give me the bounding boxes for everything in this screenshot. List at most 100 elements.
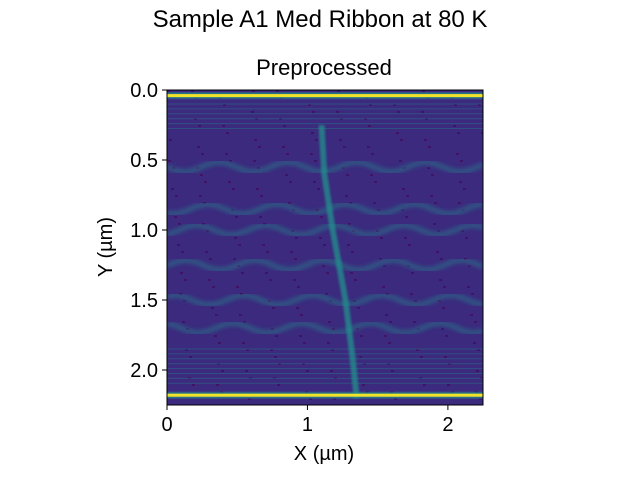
heatmap-speckle <box>279 118 282 120</box>
heatmap-speckle <box>212 286 215 288</box>
heatmap-speckle <box>420 356 423 358</box>
heatmap-speckle <box>232 188 235 190</box>
heatmap-speckle <box>302 363 305 365</box>
heatmap-speckle <box>167 90 170 92</box>
heatmap-speckle <box>273 377 276 379</box>
heatmap-speckle <box>243 321 246 323</box>
heatmap-speckle <box>396 132 399 134</box>
heatmap-speckle <box>177 244 180 246</box>
heatmap-speckle <box>311 132 314 134</box>
heatmap-speckle <box>428 146 431 148</box>
heatmap-speckle <box>286 153 289 155</box>
heatmap-speckle <box>276 90 279 92</box>
heatmap-speckle <box>168 160 171 162</box>
heatmap-speckle <box>467 286 470 288</box>
heatmap-speckle <box>406 195 409 197</box>
heatmap-speckle <box>191 90 194 92</box>
heatmap-speckle <box>258 146 261 148</box>
heatmap-speckle <box>333 398 336 400</box>
heatmap-speckle <box>340 118 343 120</box>
heatmap-speckle <box>461 230 464 232</box>
x-tick-label: 1 <box>302 414 313 436</box>
heatmap-speckle <box>308 104 311 106</box>
heatmap-speckle <box>178 223 181 225</box>
heatmap-speckle <box>313 181 316 183</box>
heatmap-speckle <box>283 125 286 127</box>
heatmap-speckle <box>169 139 172 141</box>
x-axis-label: X (µm) <box>294 443 354 465</box>
heatmap-speckle <box>454 104 457 106</box>
heatmap-speckle <box>220 391 223 393</box>
heatmap-speckle <box>275 335 278 337</box>
heatmap-speckle <box>217 363 220 365</box>
heatmap-speckle <box>226 132 229 134</box>
heatmap-speckle <box>423 384 426 386</box>
heatmap-speckle <box>402 188 405 190</box>
heatmap-speckle <box>334 377 337 379</box>
heatmap-speckle <box>259 216 262 218</box>
heatmap-speckle <box>260 195 263 197</box>
heatmap-speckle <box>468 265 471 267</box>
heatmap-speckle <box>388 342 391 344</box>
heatmap-speckle <box>222 125 225 127</box>
heatmap-speckle <box>433 223 436 225</box>
heatmap-speckle <box>204 181 207 183</box>
heatmap-speckle <box>206 230 209 232</box>
heatmap-speckle <box>257 167 260 169</box>
heatmap-speckle <box>390 391 393 393</box>
heatmap-speckle <box>413 321 416 323</box>
heatmap-speckle <box>269 279 272 281</box>
heatmap-speckle <box>271 328 274 330</box>
heatmap-speckle <box>221 370 224 372</box>
axes-title: Preprocessed <box>256 55 392 80</box>
heatmap-speckle <box>229 160 232 162</box>
heatmap-speckle <box>373 202 376 204</box>
heatmap-speckle <box>391 370 394 372</box>
heatmap-speckle <box>371 153 374 155</box>
heatmap-speckle <box>199 195 202 197</box>
heatmap-speckle <box>410 293 413 295</box>
heatmap-speckle <box>431 174 434 176</box>
heatmap-speckle <box>297 286 300 288</box>
heatmap-speckle <box>228 181 231 183</box>
heatmap-speckle <box>326 272 329 274</box>
heatmap-speckle <box>290 251 293 253</box>
heatmap-speckle <box>383 265 386 267</box>
heatmap-speckle <box>434 202 437 204</box>
heatmap-speckle <box>405 216 408 218</box>
heatmap-speckle <box>399 160 402 162</box>
heatmap-speckle <box>312 111 315 113</box>
heatmap-speckle <box>254 139 257 141</box>
heatmap-speckle <box>246 349 249 351</box>
heatmap-speckle <box>357 307 360 309</box>
heatmap-speckle <box>314 160 317 162</box>
heatmap-speckle <box>256 188 259 190</box>
heatmap-speckle <box>315 139 318 141</box>
heatmap-speckle <box>360 335 363 337</box>
heatmap-speckle <box>474 321 477 323</box>
heatmap-speckle <box>252 90 255 92</box>
heatmap-speckle <box>408 244 411 246</box>
heatmap-speckle <box>351 251 354 253</box>
heatmap-speckle <box>337 90 340 92</box>
heatmap-speckle <box>245 370 248 372</box>
heatmap-speckle <box>270 349 273 351</box>
axis-ticks: 0 1 2 0.0 0.5 1.0 1.5 2.0 <box>130 80 453 436</box>
heatmap-speckle <box>476 370 479 372</box>
heatmap-speckle <box>414 300 417 302</box>
heatmap-speckle <box>362 384 365 386</box>
y-tick-label: 0.5 <box>130 150 158 172</box>
heatmap-speckle <box>379 258 382 260</box>
heatmap-speckle <box>288 202 291 204</box>
heatmap-speckle <box>480 377 483 379</box>
heatmap-speckle <box>475 391 478 393</box>
heatmap-speckle <box>215 314 218 316</box>
heatmap-speckle <box>457 132 460 134</box>
heatmap-speckle <box>317 188 320 190</box>
heatmap-speckle <box>180 272 183 274</box>
heatmap-speckle <box>436 251 439 253</box>
heatmap-speckle <box>185 349 188 351</box>
heatmap-speckle <box>316 209 319 211</box>
heatmap-speckle <box>442 307 445 309</box>
